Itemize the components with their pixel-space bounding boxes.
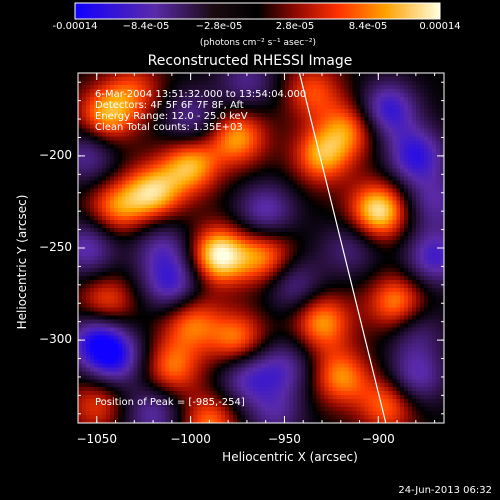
heatmap-image — [78, 73, 444, 423]
info-line: 6-Mar-2004 13:51:32.000 to 13:54:04.000 — [95, 89, 307, 100]
x-tick-label: −900 — [361, 432, 395, 446]
y-tick-label: −200 — [39, 147, 72, 162]
x-axis-label: Heliocentric X (arcsec) — [222, 450, 358, 464]
x-tick-label: −1050 — [76, 432, 118, 446]
y-tick-label: −250 — [39, 240, 72, 254]
x-tick-label: −1000 — [170, 432, 211, 446]
y-axis-label: Heliocentric Y (arcsec) — [15, 194, 29, 330]
colorbar-tick: 8.4e-05 — [348, 21, 388, 32]
peak-position-label: Position of Peak = [-985,-254] — [95, 397, 245, 408]
info-line: Energy Range: 12.0 - 25.0 keV — [95, 111, 248, 122]
colorbar-tick: −8.4e-05 — [122, 21, 170, 32]
colorbar-tick: 0.00014 — [419, 21, 461, 32]
footer-date: 24-Jun-2013 06:32 — [398, 485, 492, 496]
plot-title: Reconstructed RHESSI Image — [147, 53, 353, 69]
solar-limb-line — [298, 73, 387, 423]
colorbar-tick: 2.8e-05 — [275, 21, 315, 32]
colorbar-tick: −2.8e-05 — [195, 21, 243, 32]
colorbar-tick: -0.00014 — [52, 21, 98, 32]
colorbar-units: (photons cm⁻² s⁻¹ asec⁻²) — [199, 38, 317, 48]
info-line: Detectors: 4F 5F 6F 7F 8F, Aft — [95, 100, 244, 111]
x-tick-label: −950 — [267, 432, 301, 446]
info-line: Clean Total counts: 1.35E+03 — [95, 122, 243, 133]
axis-ticks — [78, 73, 444, 423]
y-tick-label: −300 — [39, 332, 72, 347]
